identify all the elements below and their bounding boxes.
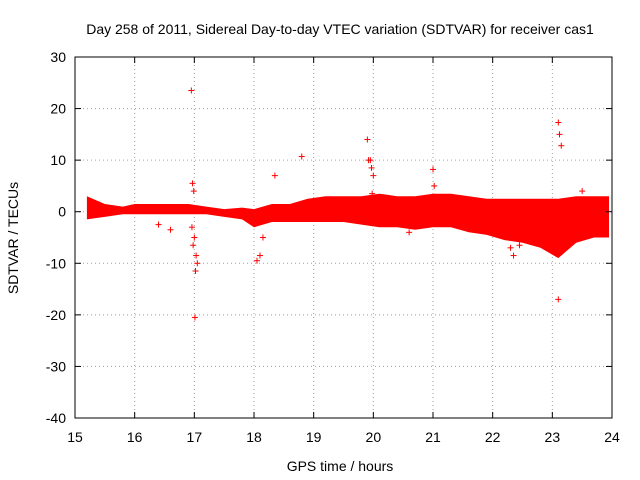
data-band — [86, 193, 609, 259]
x-tick-label: 15 — [67, 429, 83, 445]
data-point — [253, 257, 260, 264]
x-tick-label: 23 — [545, 429, 561, 445]
data-point — [364, 136, 371, 143]
y-tick-label: -40 — [46, 410, 66, 426]
data-point — [370, 172, 377, 179]
data-point — [191, 314, 198, 321]
data-point — [558, 142, 565, 149]
data-layer — [86, 87, 609, 321]
data-point — [192, 268, 199, 275]
y-tick-label: -30 — [46, 358, 66, 374]
x-tick-label: 18 — [246, 429, 262, 445]
x-tick-label: 20 — [366, 429, 382, 445]
data-point — [188, 87, 195, 94]
data-point — [190, 242, 197, 249]
data-point — [507, 244, 514, 251]
data-point — [516, 242, 523, 249]
data-point — [298, 153, 305, 160]
y-tick-label: -20 — [46, 307, 66, 323]
data-point — [556, 131, 563, 138]
data-point — [259, 234, 266, 241]
data-point — [256, 252, 263, 259]
x-tick-label: 24 — [604, 429, 620, 445]
y-tick-label: 30 — [50, 49, 66, 65]
y-axis-label: SDTVAR / TECUs — [5, 182, 21, 294]
data-point — [190, 188, 197, 195]
data-point — [567, 239, 574, 246]
data-point — [555, 296, 562, 303]
data-point — [369, 190, 376, 197]
x-tick-label: 17 — [187, 429, 203, 445]
y-tick-label: 20 — [50, 101, 66, 117]
data-point — [167, 226, 174, 233]
plot-frame — [74, 56, 613, 419]
y-tick-label: 10 — [50, 152, 66, 168]
x-tick-label: 16 — [127, 429, 143, 445]
data-point — [271, 172, 278, 179]
x-tick-label: 19 — [306, 429, 322, 445]
data-point — [194, 260, 201, 267]
data-point — [510, 252, 517, 259]
data-point — [188, 224, 195, 231]
x-tick-label: 22 — [485, 429, 501, 445]
data-point — [155, 221, 162, 228]
chart-title: Day 258 of 2011, Sidereal Day-to-day VTE… — [86, 21, 594, 37]
data-point — [191, 234, 198, 241]
data-point — [189, 180, 196, 187]
data-point — [431, 182, 438, 189]
data-point — [406, 229, 413, 236]
data-point — [368, 164, 375, 171]
data-point — [367, 157, 374, 164]
data-point — [579, 188, 586, 195]
data-point — [430, 166, 436, 173]
tick-layer: 15 16 17 18 19 20 21 22 23 24 30 20 10 0 -10 -20 -30 -40 — [46, 49, 620, 445]
y-tick-label: -10 — [46, 255, 66, 271]
y-tick-label: 0 — [58, 204, 66, 220]
data-point — [555, 119, 562, 126]
data-point — [193, 252, 200, 259]
x-tick-label: 21 — [425, 429, 441, 445]
x-axis-label: GPS time / hours — [287, 458, 394, 474]
